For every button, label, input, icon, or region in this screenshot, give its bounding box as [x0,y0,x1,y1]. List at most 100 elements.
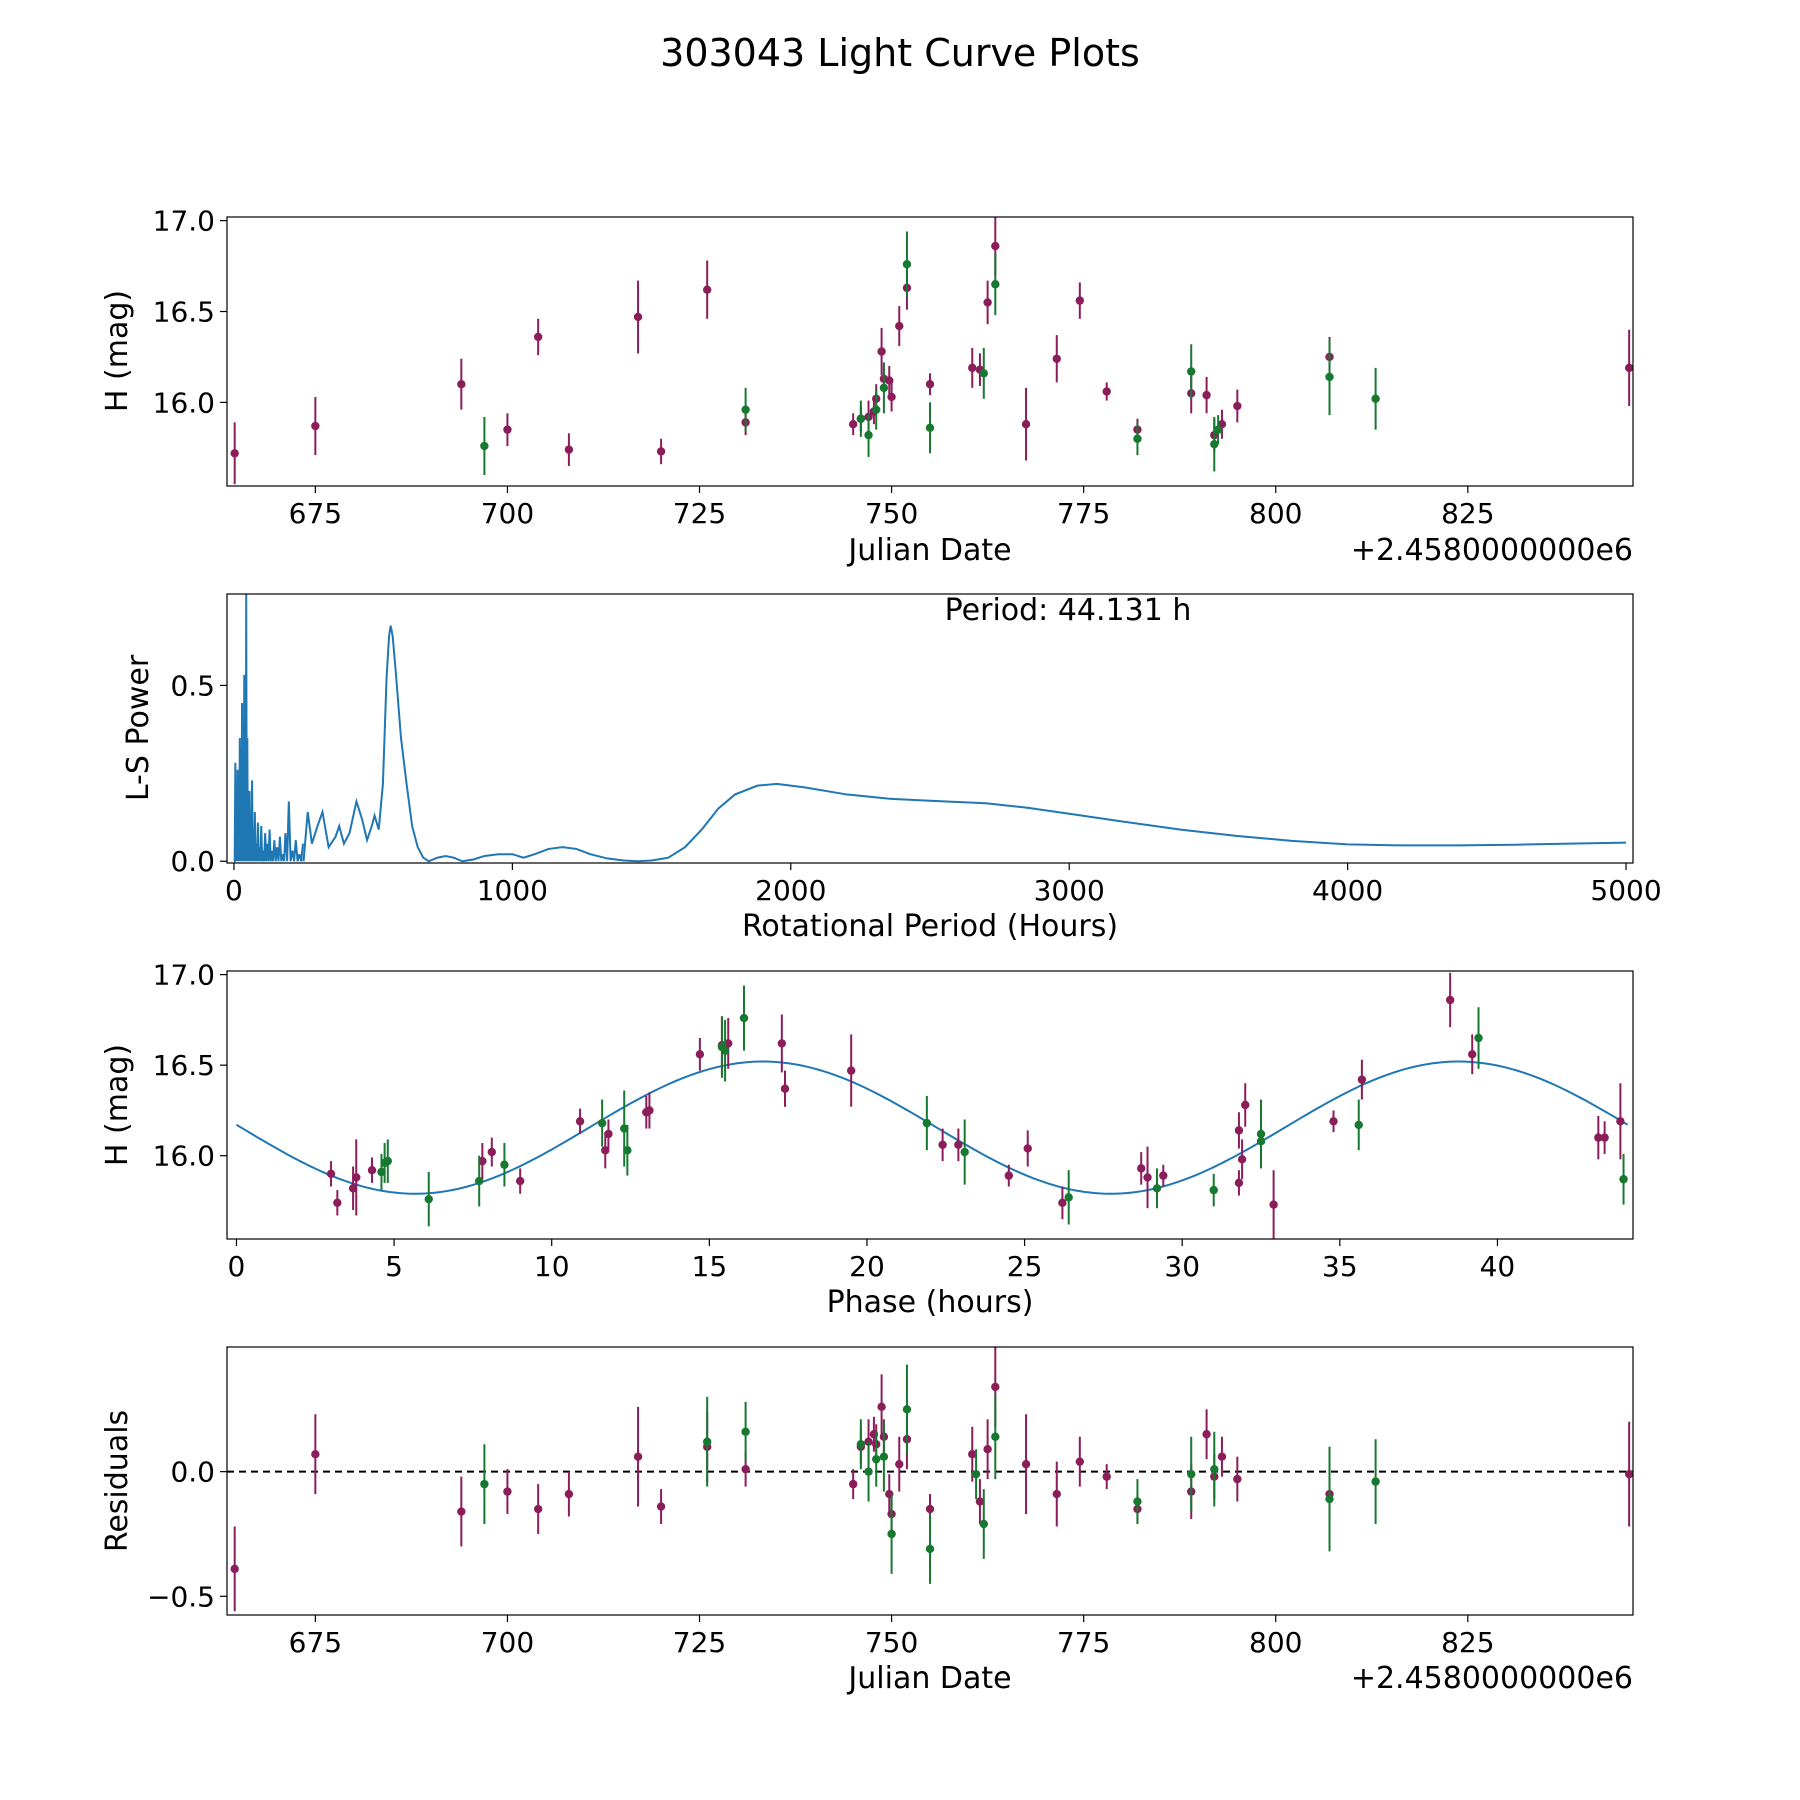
data-point [777,1039,787,1048]
y-tick-label: 17.0 [153,205,215,238]
data-point [991,1382,1000,1392]
data-point [1237,1155,1247,1164]
data-point [620,1124,629,1133]
data-point [971,1469,981,1479]
data-point [533,1504,543,1514]
periodogram-panel: 0 1000 2000 3000 4000 5000 0.0 0.5 Period: 44.1… [121,593,1662,944]
x-tick-label: 30 [1164,1250,1200,1283]
residuals-x-label: Julian Date [846,1661,1011,1696]
series-filter-green [480,231,1380,476]
data-point [1594,1133,1603,1142]
data-point [848,1479,858,1489]
data-point [367,1165,377,1175]
series-filter-purple [230,1347,1633,1612]
light-curve-series [230,217,1633,485]
light-curve-plot-area [230,217,1633,485]
series-filter-green [480,1364,1380,1584]
data-point [1202,390,1211,400]
data-point [503,425,512,434]
data-point [1241,1100,1250,1110]
x-tick-label: 800 [1249,497,1302,530]
data-point [1137,1164,1146,1173]
data-point [326,1169,336,1179]
x-tick-label: 1000 [477,874,548,907]
data-point [1159,1171,1168,1180]
data-point [1329,1117,1338,1126]
light-curve-x-label: Julian Date [846,533,1011,568]
x-tick-label: 725 [673,1626,726,1659]
data-point [991,241,1000,251]
data-point [623,1146,632,1155]
data-point [879,383,889,393]
y-tick-label: 16.0 [153,1140,215,1173]
data-point [1004,1171,1014,1180]
model-fit-line [235,1060,1629,1195]
data-point [879,1452,889,1461]
x-tick-label: 40 [1480,1250,1516,1283]
series-filter-purple [326,972,1625,1239]
data-point [1202,1430,1211,1439]
data-point [991,1432,1000,1441]
x-tick-label: 775 [1057,497,1110,530]
data-point [457,1507,466,1516]
data-point [1102,387,1111,396]
x-tick-label: 825 [1441,1626,1494,1659]
data-point [922,1118,932,1128]
data-point [1269,1200,1278,1209]
data-point [424,1194,433,1204]
periodogram-x-label: Rotational Period (Hours) [742,909,1118,944]
data-point [478,1156,487,1166]
data-point [1325,1494,1334,1504]
x-tick-label: 725 [673,497,726,530]
data-point [1133,434,1142,443]
data-point [604,1129,613,1139]
x-tick-label: 775 [1057,1626,1110,1659]
x-tick-label: 800 [1249,1626,1302,1659]
data-point [1058,1198,1067,1207]
data-point [864,1467,873,1476]
data-point [724,1039,733,1048]
light-curve-y-label: H (mag) [100,290,135,412]
phased-ticks: 0 5 10 15 20 25 30 35 40 16.0 16.5 17.0 [153,959,1516,1283]
data-point [1325,372,1334,382]
data-point [230,1564,239,1574]
data-point [352,1173,361,1182]
x-tick-label: 4000 [1312,874,1383,907]
data-point [925,1504,935,1514]
x-tick-label: 825 [1441,497,1494,530]
data-point [515,1176,525,1186]
data-point [720,1046,730,1055]
residuals-ticks: 675 700 725 750 775 800 825 −0.5 0.0 [147,1456,1495,1659]
data-point [1233,401,1242,411]
residuals-panel: 675 700 725 750 775 800 825 −0.5 0.0 Julian Date… [100,1346,1634,1696]
data-point [1102,1472,1111,1481]
data-point [1075,296,1085,305]
data-point [702,285,712,294]
y-tick-label: 16.5 [153,1049,215,1082]
data-point [500,1160,509,1169]
periodogram-line [302,625,1627,863]
data-point [864,430,873,440]
data-point [1021,420,1031,429]
data-point [1075,1457,1085,1466]
data-point [656,1502,666,1511]
data-point [695,1050,705,1059]
data-point [887,392,896,402]
data-point [856,1440,866,1449]
data-point [960,1147,969,1157]
x-tick-label: 0 [225,874,243,907]
data-point [230,449,239,458]
periodogram-ticks: 0 1000 2000 3000 4000 5000 0.0 0.5 [170,669,1661,907]
data-point [533,332,543,342]
data-point [311,1450,320,1459]
data-point [968,363,977,373]
x-tick-label: 2000 [755,874,826,907]
data-point [457,380,466,389]
data-point [1052,354,1061,363]
data-point [1600,1133,1609,1142]
data-point [1187,367,1196,376]
data-point [1210,1464,1219,1474]
data-point [925,423,935,433]
phased-axes-frame [226,970,1634,1240]
